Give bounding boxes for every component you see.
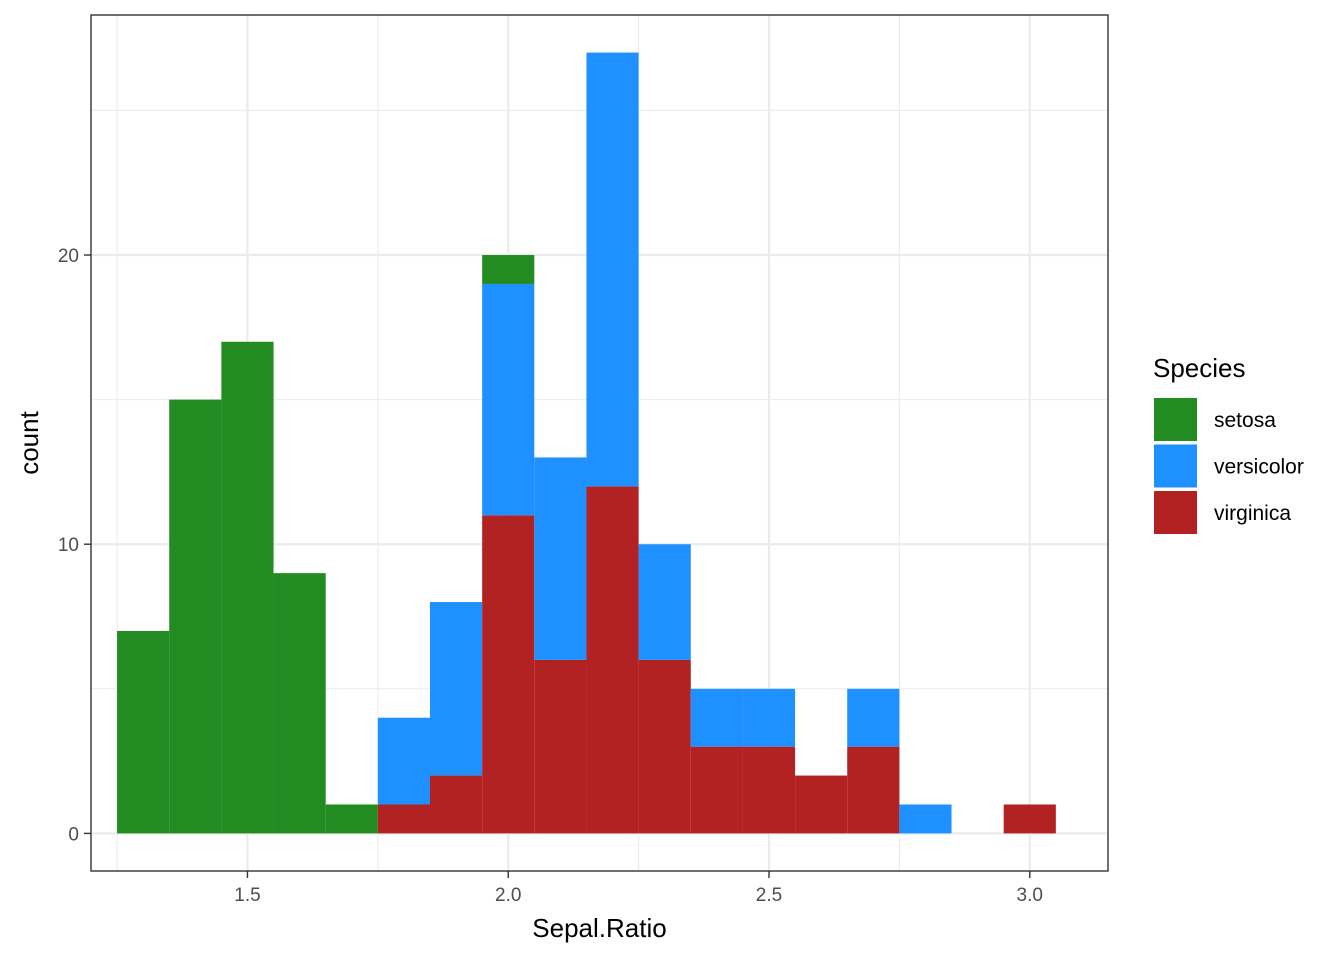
bar-versicolor [430, 602, 483, 776]
bar-setosa [273, 573, 326, 834]
bar-setosa [117, 630, 170, 834]
bar-versicolor [847, 688, 900, 747]
legend-key-virginica [1154, 491, 1197, 534]
bar-virginica [586, 486, 639, 834]
bar-versicolor [899, 804, 952, 834]
bar-setosa [482, 255, 535, 284]
y-axis: 0 10 20 [58, 246, 91, 845]
bar-virginica [795, 775, 848, 834]
x-axis: 1.5 2.0 2.5 3.0 [234, 871, 1043, 906]
bar-versicolor [534, 457, 587, 660]
bar-virginica [638, 659, 691, 834]
y-tick-label: 0 [68, 824, 79, 845]
legend: Species setosa versicolor virginica [1153, 353, 1304, 534]
plot-panel [90, 14, 1109, 872]
panel-border [90, 14, 1109, 872]
bar-virginica [847, 746, 900, 834]
legend-label-virginica: virginica [1214, 502, 1291, 525]
bar-virginica [430, 775, 483, 834]
x-tick-label: 2.0 [495, 885, 521, 906]
x-tick-label: 1.5 [234, 885, 260, 906]
y-axis-title: count [14, 410, 44, 474]
x-tick-label: 2.5 [756, 885, 782, 906]
histogram-bars [117, 52, 1056, 834]
bar-versicolor [638, 544, 691, 660]
bar-versicolor [377, 717, 430, 805]
bar-setosa [169, 399, 222, 834]
bar-virginica [742, 746, 796, 834]
y-tick-label: 20 [58, 246, 79, 267]
bar-versicolor [482, 283, 535, 516]
bar-virginica [534, 659, 587, 834]
bar-setosa [221, 341, 274, 834]
bar-virginica [482, 515, 535, 834]
bar-virginica [690, 746, 743, 834]
bar-setosa [325, 804, 378, 834]
bar-versicolor [742, 688, 796, 747]
legend-label-versicolor: versicolor [1214, 456, 1304, 479]
legend-title: Species [1153, 353, 1246, 383]
legend-key-setosa [1154, 398, 1197, 441]
x-tick-label: 3.0 [1017, 885, 1043, 906]
legend-key-versicolor [1154, 444, 1197, 488]
bar-versicolor [586, 52, 639, 487]
y-tick-label: 10 [58, 535, 79, 556]
bar-virginica [1003, 804, 1056, 834]
bar-virginica [377, 804, 430, 834]
bar-versicolor [690, 688, 743, 747]
legend-label-setosa: setosa [1214, 409, 1276, 432]
x-axis-title: Sepal.Ratio [532, 913, 666, 943]
